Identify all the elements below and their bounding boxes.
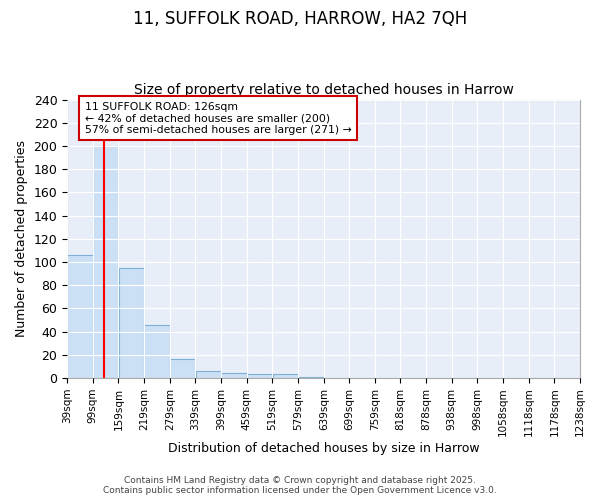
Bar <box>273 374 298 378</box>
Title: Size of property relative to detached houses in Harrow: Size of property relative to detached ho… <box>134 83 514 97</box>
Y-axis label: Number of detached properties: Number of detached properties <box>15 140 28 338</box>
Bar <box>196 371 221 378</box>
Bar <box>67 255 92 378</box>
Bar <box>145 324 170 378</box>
Bar <box>119 268 144 378</box>
Text: 11, SUFFOLK ROAD, HARROW, HA2 7QH: 11, SUFFOLK ROAD, HARROW, HA2 7QH <box>133 10 467 28</box>
Text: Contains HM Land Registry data © Crown copyright and database right 2025.
Contai: Contains HM Land Registry data © Crown c… <box>103 476 497 495</box>
Text: 11 SUFFOLK ROAD: 126sqm
← 42% of detached houses are smaller (200)
57% of semi-d: 11 SUFFOLK ROAD: 126sqm ← 42% of detache… <box>85 102 352 135</box>
X-axis label: Distribution of detached houses by size in Harrow: Distribution of detached houses by size … <box>168 442 479 455</box>
Bar <box>93 146 118 378</box>
Bar <box>298 377 323 378</box>
Bar <box>221 374 247 378</box>
Bar <box>247 374 272 378</box>
Bar <box>170 360 195 378</box>
